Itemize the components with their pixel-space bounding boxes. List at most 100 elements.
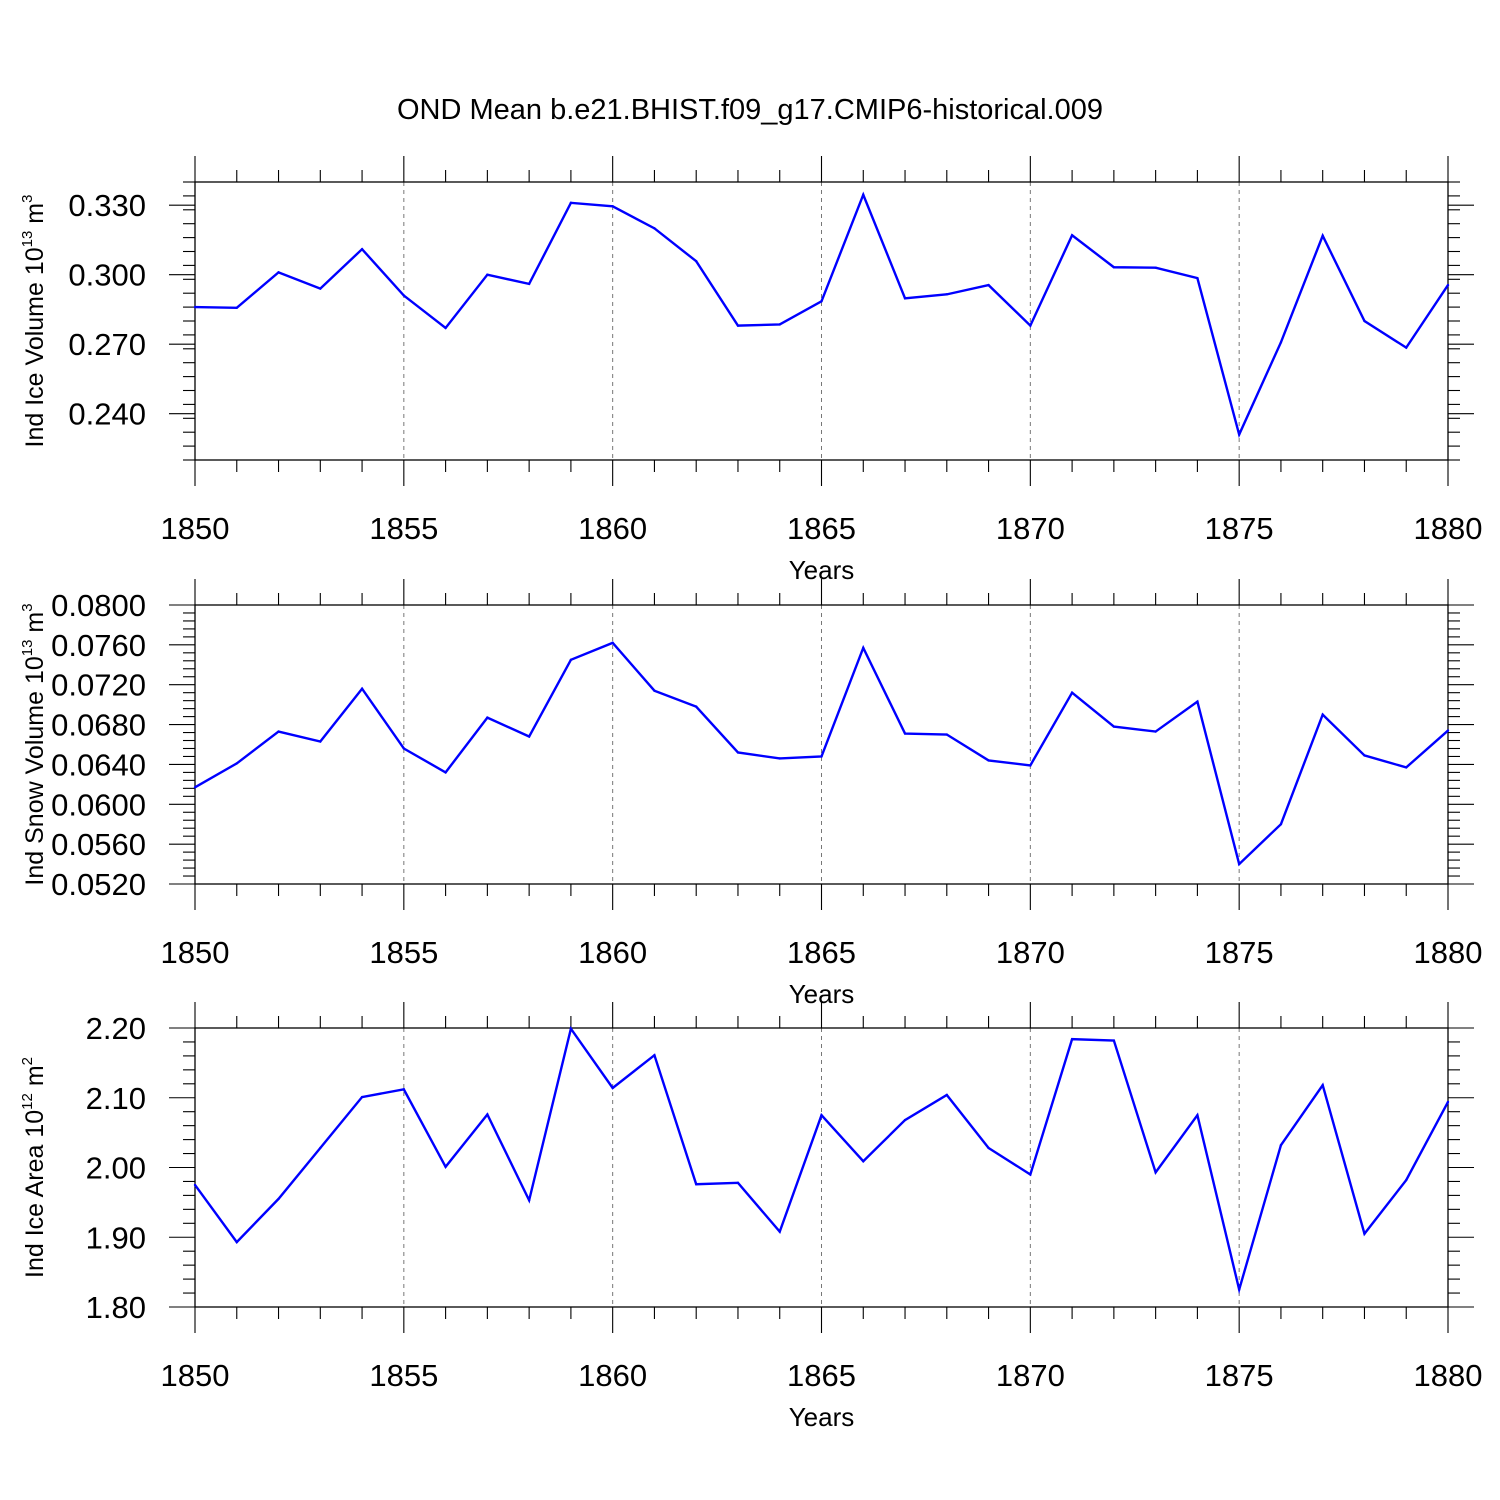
x-tick-label: 1875 — [1205, 935, 1274, 970]
data-point — [360, 247, 364, 251]
panel-1: 1850 1855 1860 1865 1870 1875 1880Years0.2400.… — [19, 156, 1482, 585]
data-point — [695, 705, 698, 708]
data-point — [1029, 324, 1032, 327]
x-tick-label: 1865 — [787, 511, 856, 546]
y-tick-label: 0.0520 — [51, 867, 146, 902]
data-point — [1237, 862, 1241, 866]
y-tick-label: 2.20 — [86, 1011, 146, 1046]
data-point — [319, 1146, 322, 1150]
y-tick-label: 0.0560 — [51, 827, 146, 862]
y-axis-label-main: Ind Snow Volume 10 — [21, 656, 49, 885]
y-tick-label: 2.00 — [86, 1151, 146, 1186]
x-tick-label: 1855 — [369, 935, 438, 970]
y-tick-label: 0.0680 — [51, 708, 146, 743]
data-point — [1446, 729, 1450, 732]
data-point — [1363, 319, 1366, 323]
data-point — [653, 227, 656, 230]
y-tick-label: 0.0600 — [51, 787, 146, 822]
y-tick-label: 0.330 — [68, 188, 146, 223]
x-tick-label: 1855 — [369, 511, 438, 546]
data-point — [360, 1095, 364, 1099]
data-point — [527, 1199, 531, 1202]
y-axis-label-unit-exponent: 3 — [19, 603, 36, 611]
x-tick-label: 1860 — [578, 1358, 647, 1393]
data-point — [569, 201, 573, 205]
data-point — [945, 733, 948, 736]
data-point — [611, 205, 614, 208]
data-point — [1405, 766, 1408, 769]
data-point — [736, 324, 740, 327]
data-point — [402, 747, 406, 750]
y-tick-label: 0.300 — [68, 258, 146, 293]
data-point — [319, 287, 322, 290]
data-point — [862, 646, 865, 650]
x-tick-label: 1875 — [1205, 1358, 1274, 1393]
data-point — [1237, 433, 1241, 436]
data-point — [736, 1181, 740, 1185]
y-tick-label: 2.10 — [86, 1081, 146, 1116]
x-tick-label: 1875 — [1205, 511, 1274, 546]
data-point — [402, 294, 406, 297]
data-point — [193, 786, 197, 789]
data-point — [319, 740, 322, 743]
y-axis-label-unit: m — [21, 612, 49, 640]
data-point — [987, 283, 990, 287]
y-axis-label-unit-exponent: 3 — [19, 195, 36, 203]
data-point — [820, 300, 823, 303]
y-tick-label: 0.0760 — [51, 628, 146, 663]
data-point — [1154, 266, 1157, 269]
data-point — [444, 771, 447, 774]
data-point — [987, 759, 990, 762]
data-point — [1154, 730, 1157, 733]
data-point — [1321, 234, 1324, 237]
y-tick-label: 0.0720 — [51, 668, 146, 703]
data-point — [862, 1160, 865, 1163]
data-point — [695, 260, 698, 263]
data-point — [820, 755, 823, 758]
data-point — [444, 1165, 447, 1169]
panel-3: 1850 1855 1860 1865 1870 1875 1880 Years 1.80 1.9… — [19, 1002, 1482, 1432]
y-axis-label-exponent: 12 — [19, 1093, 36, 1110]
data-point — [695, 1183, 698, 1186]
data-point — [903, 1118, 907, 1122]
x-tick-label: 1860 — [578, 511, 647, 546]
y-axis-label-main: Ind Ice Area 10 — [21, 1110, 49, 1278]
data-point — [235, 762, 238, 765]
data-point — [1279, 1143, 1283, 1147]
x-tick-label: 1865 — [787, 935, 856, 970]
data-point — [1321, 713, 1324, 716]
y-tick-label: 0.270 — [68, 327, 146, 362]
panel-2: 1850 1855 1860 1865 1870 1875 1880Years0.05200… — [19, 579, 1482, 1009]
x-tick-label: 1880 — [1414, 511, 1483, 546]
y-axis-label-unit: m — [21, 203, 49, 231]
y-axis-label-main: Ind Ice Volume 10 — [21, 247, 49, 447]
data-point — [235, 1240, 238, 1244]
x-tick-label: 1850 — [161, 935, 230, 970]
data-point — [1321, 1083, 1324, 1087]
data-point — [1363, 754, 1366, 757]
data-point — [945, 293, 948, 296]
data-point — [486, 273, 489, 276]
y-tick-label: 1.90 — [86, 1220, 146, 1255]
y-tick-label: 1.80 — [86, 1290, 146, 1325]
x-tick-label: 1870 — [996, 935, 1065, 970]
x-axis-label: Years — [789, 1402, 855, 1432]
figure-title: OND Mean b.e21.BHIST.f09_g17.CMIP6-histo… — [397, 94, 1103, 126]
data-point — [1405, 1178, 1408, 1182]
data-point — [1070, 234, 1074, 237]
data-point — [1154, 1171, 1157, 1174]
y-tick-label: 0.240 — [68, 397, 146, 432]
data-point — [1196, 276, 1199, 280]
x-tick-label: 1850 — [161, 1358, 230, 1393]
panels: 1850 1855 1860 1865 1870 1875 1880 Years 0.240 0.… — [19, 156, 1482, 1432]
x-tick-label: 1865 — [787, 1358, 856, 1393]
data-point — [486, 1113, 489, 1116]
x-tick-label: 1855 — [369, 1358, 438, 1393]
data-point — [193, 305, 197, 309]
x-tick-label: 1880 — [1414, 935, 1483, 970]
data-point — [778, 757, 781, 760]
data-point — [736, 751, 740, 754]
data-point — [1070, 691, 1074, 694]
data-point — [611, 641, 614, 645]
